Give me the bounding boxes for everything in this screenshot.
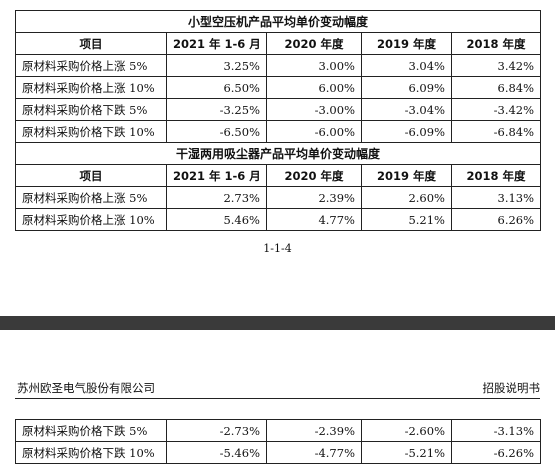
page-number: 1-1-4	[263, 242, 292, 255]
table-row: 原材料采购价格上涨 10% 5.46% 4.77% 5.21% 6.26%	[15, 208, 542, 231]
row-label: 原材料采购价格上涨 5%	[15, 186, 167, 209]
table-row: 原材料采购价格下跌 10% -6.50% -6.00% -6.09% -6.84…	[15, 120, 542, 143]
cell-value: -2.39%	[266, 419, 362, 442]
row-label: 原材料采购价格下跌 5%	[15, 98, 167, 121]
column-header: 2020 年度	[266, 32, 362, 55]
row-label: 原材料采购价格上涨 10%	[15, 76, 167, 99]
price-sensitivity-table: 小型空压机产品平均单价变动幅度 项目 2021 年 1-6 月 2020 年度 …	[14, 10, 542, 231]
cell-value: 6.50%	[166, 76, 267, 99]
cell-value: -2.60%	[361, 419, 452, 442]
column-header: 2018 年度	[450, 32, 542, 55]
cell-value: -6.50%	[166, 120, 267, 143]
cell-value: -4.77%	[266, 441, 362, 464]
cell-value: -2.73%	[166, 419, 267, 442]
row-label: 原材料采购价格下跌 5%	[15, 419, 167, 442]
cell-value: 3.04%	[361, 54, 452, 77]
cell-value: 6.09%	[361, 76, 452, 99]
cell-value: 3.25%	[166, 54, 267, 77]
table-header-row: 项目 2021 年 1-6 月 2020 年度 2019 年度 2018 年度	[15, 164, 542, 187]
table-row: 原材料采购价格上涨 5% 2.73% 2.39% 2.60% 3.13%	[15, 186, 542, 209]
cell-value: -6.09%	[361, 120, 452, 143]
table1-title: 小型空压机产品平均单价变动幅度	[14, 10, 542, 33]
cell-value: -6.26%	[451, 441, 541, 464]
row-label: 原材料采购价格下跌 10%	[15, 441, 167, 464]
cell-value: 5.46%	[166, 208, 267, 231]
header-company-name: 苏州欧圣电气股份有限公司	[17, 381, 155, 395]
cell-value: -6.00%	[266, 120, 362, 143]
table-row: 原材料采购价格上涨 10% 6.50% 6.00% 6.09% 6.84%	[15, 76, 542, 99]
cell-value: -3.25%	[166, 98, 267, 121]
column-header: 2020 年度	[266, 164, 362, 187]
cut-off-text-line	[15, 463, 540, 468]
cell-value: 3.00%	[266, 54, 362, 77]
column-header: 2021 年 1-6 月	[166, 164, 267, 187]
table2-title: 干湿两用吸尘器产品平均单价变动幅度	[14, 142, 542, 165]
cell-value: 2.39%	[266, 186, 362, 209]
table-row: 原材料采购价格下跌 5% -3.25% -3.00% -3.04% -3.42%	[15, 98, 542, 121]
table-row: 原材料采购价格上涨 5% 3.25% 3.00% 3.04% 3.42%	[15, 54, 542, 77]
page-separator	[0, 316, 555, 330]
cell-value: -5.21%	[361, 441, 452, 464]
cell-value: -5.46%	[166, 441, 267, 464]
table-row: 原材料采购价格下跌 5% -2.73% -2.39% -2.60% -3.13%	[15, 419, 541, 442]
cell-value: 3.13%	[450, 186, 542, 209]
row-label: 原材料采购价格上涨 10%	[15, 208, 167, 231]
table-row: 原材料采购价格下跌 10% -5.46% -4.77% -5.21% -6.26…	[15, 441, 541, 464]
column-header: 2021 年 1-6 月	[166, 32, 267, 55]
cell-value: -3.13%	[451, 419, 541, 442]
header-divider	[15, 398, 540, 399]
cell-value: -6.84%	[450, 120, 542, 143]
column-header: 项目	[15, 164, 167, 187]
column-header: 2018 年度	[450, 164, 542, 187]
cell-value: -3.00%	[266, 98, 362, 121]
column-header: 2019 年度	[361, 164, 452, 187]
header-document-type: 招股说明书	[482, 381, 541, 395]
cell-value: 5.21%	[361, 208, 452, 231]
price-sensitivity-table-continued: 原材料采购价格下跌 5% -2.73% -2.39% -2.60% -3.13%…	[15, 419, 541, 464]
row-label: 原材料采购价格下跌 10%	[15, 120, 167, 143]
cell-value: 2.73%	[166, 186, 267, 209]
row-label: 原材料采购价格上涨 5%	[15, 54, 167, 77]
table-title-row: 小型空压机产品平均单价变动幅度	[14, 10, 542, 33]
cell-value: 4.77%	[266, 208, 362, 231]
cell-value: 2.60%	[361, 186, 452, 209]
table-title-row: 干湿两用吸尘器产品平均单价变动幅度	[14, 142, 542, 165]
column-header: 项目	[15, 32, 167, 55]
cell-value: -3.04%	[361, 98, 452, 121]
table-header-row: 项目 2021 年 1-6 月 2020 年度 2019 年度 2018 年度	[15, 32, 542, 55]
cell-value: 6.00%	[266, 76, 362, 99]
cell-value: -3.42%	[450, 98, 542, 121]
cell-value: 6.26%	[450, 208, 542, 231]
cell-value: 3.42%	[450, 54, 542, 77]
column-header: 2019 年度	[361, 32, 452, 55]
cell-value: 6.84%	[450, 76, 542, 99]
